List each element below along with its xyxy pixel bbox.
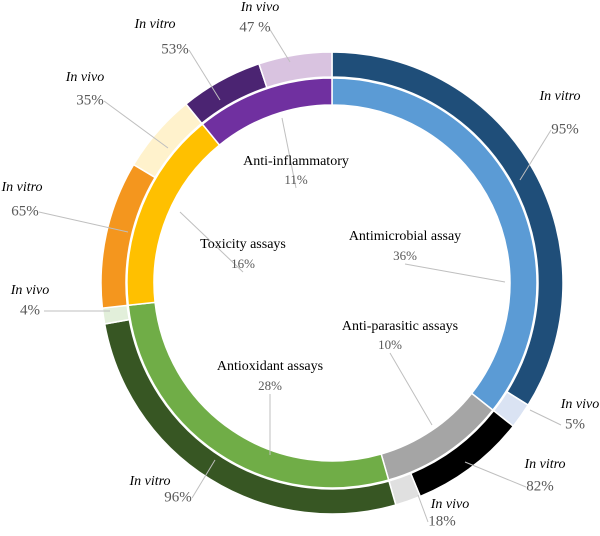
outer-label: In vivo <box>10 283 49 298</box>
leader-line <box>529 409 562 426</box>
leader-line <box>103 100 169 149</box>
outer-value-label: 65% <box>11 203 39 219</box>
inner-label: Anti-inflammatory <box>243 154 349 169</box>
outer-value-label: 18% <box>428 513 456 529</box>
outer-slice <box>258 51 333 89</box>
leader-line <box>464 461 527 488</box>
leader-line <box>268 27 291 63</box>
outer-label: In vitro <box>128 474 170 489</box>
outer-value-label: 4% <box>20 302 40 318</box>
leader-line <box>404 263 506 283</box>
leader-line <box>519 129 552 181</box>
leader-line <box>389 352 433 426</box>
outer-value-label: 96% <box>164 489 192 505</box>
inner-label: Antioxidant assays <box>217 359 323 374</box>
leader-line <box>191 459 216 499</box>
outer-label: In vivo <box>65 70 104 85</box>
outer-value-label: 82% <box>526 478 554 494</box>
outer-label: In vitro <box>133 17 175 32</box>
inner-value-label: 28% <box>258 378 282 393</box>
inner-value-label: 16% <box>231 256 255 271</box>
outer-label: In vivo <box>560 397 599 412</box>
leader-line <box>417 494 429 523</box>
outer-value-label: 5% <box>565 416 585 432</box>
outer-label: In vitro <box>0 180 42 195</box>
outer-value-label: 53% <box>161 41 189 57</box>
inner-label: Anti-parasitic assays <box>342 319 458 334</box>
inner-label: Toxicity assays <box>200 237 286 252</box>
outer-value-label: 35% <box>76 92 104 108</box>
outer-label: In vitro <box>538 89 580 104</box>
leader-line <box>179 211 244 273</box>
inner-value-label: 11% <box>284 172 308 187</box>
outer-value-label: 47 % <box>239 19 270 35</box>
inner-value-label: 10% <box>378 337 402 352</box>
inner-label: Antimicrobial assay <box>349 229 461 244</box>
outer-label: In vitro <box>523 457 565 472</box>
outer-value-label: 95% <box>551 121 579 137</box>
leader-line <box>38 211 129 233</box>
inner-value-label: 36% <box>393 248 417 263</box>
inner-slice <box>201 77 333 147</box>
leader-line <box>188 49 221 101</box>
outer-label: In vivo <box>430 497 469 512</box>
leader-line <box>281 117 297 189</box>
outer-label: In vivo <box>240 0 279 15</box>
